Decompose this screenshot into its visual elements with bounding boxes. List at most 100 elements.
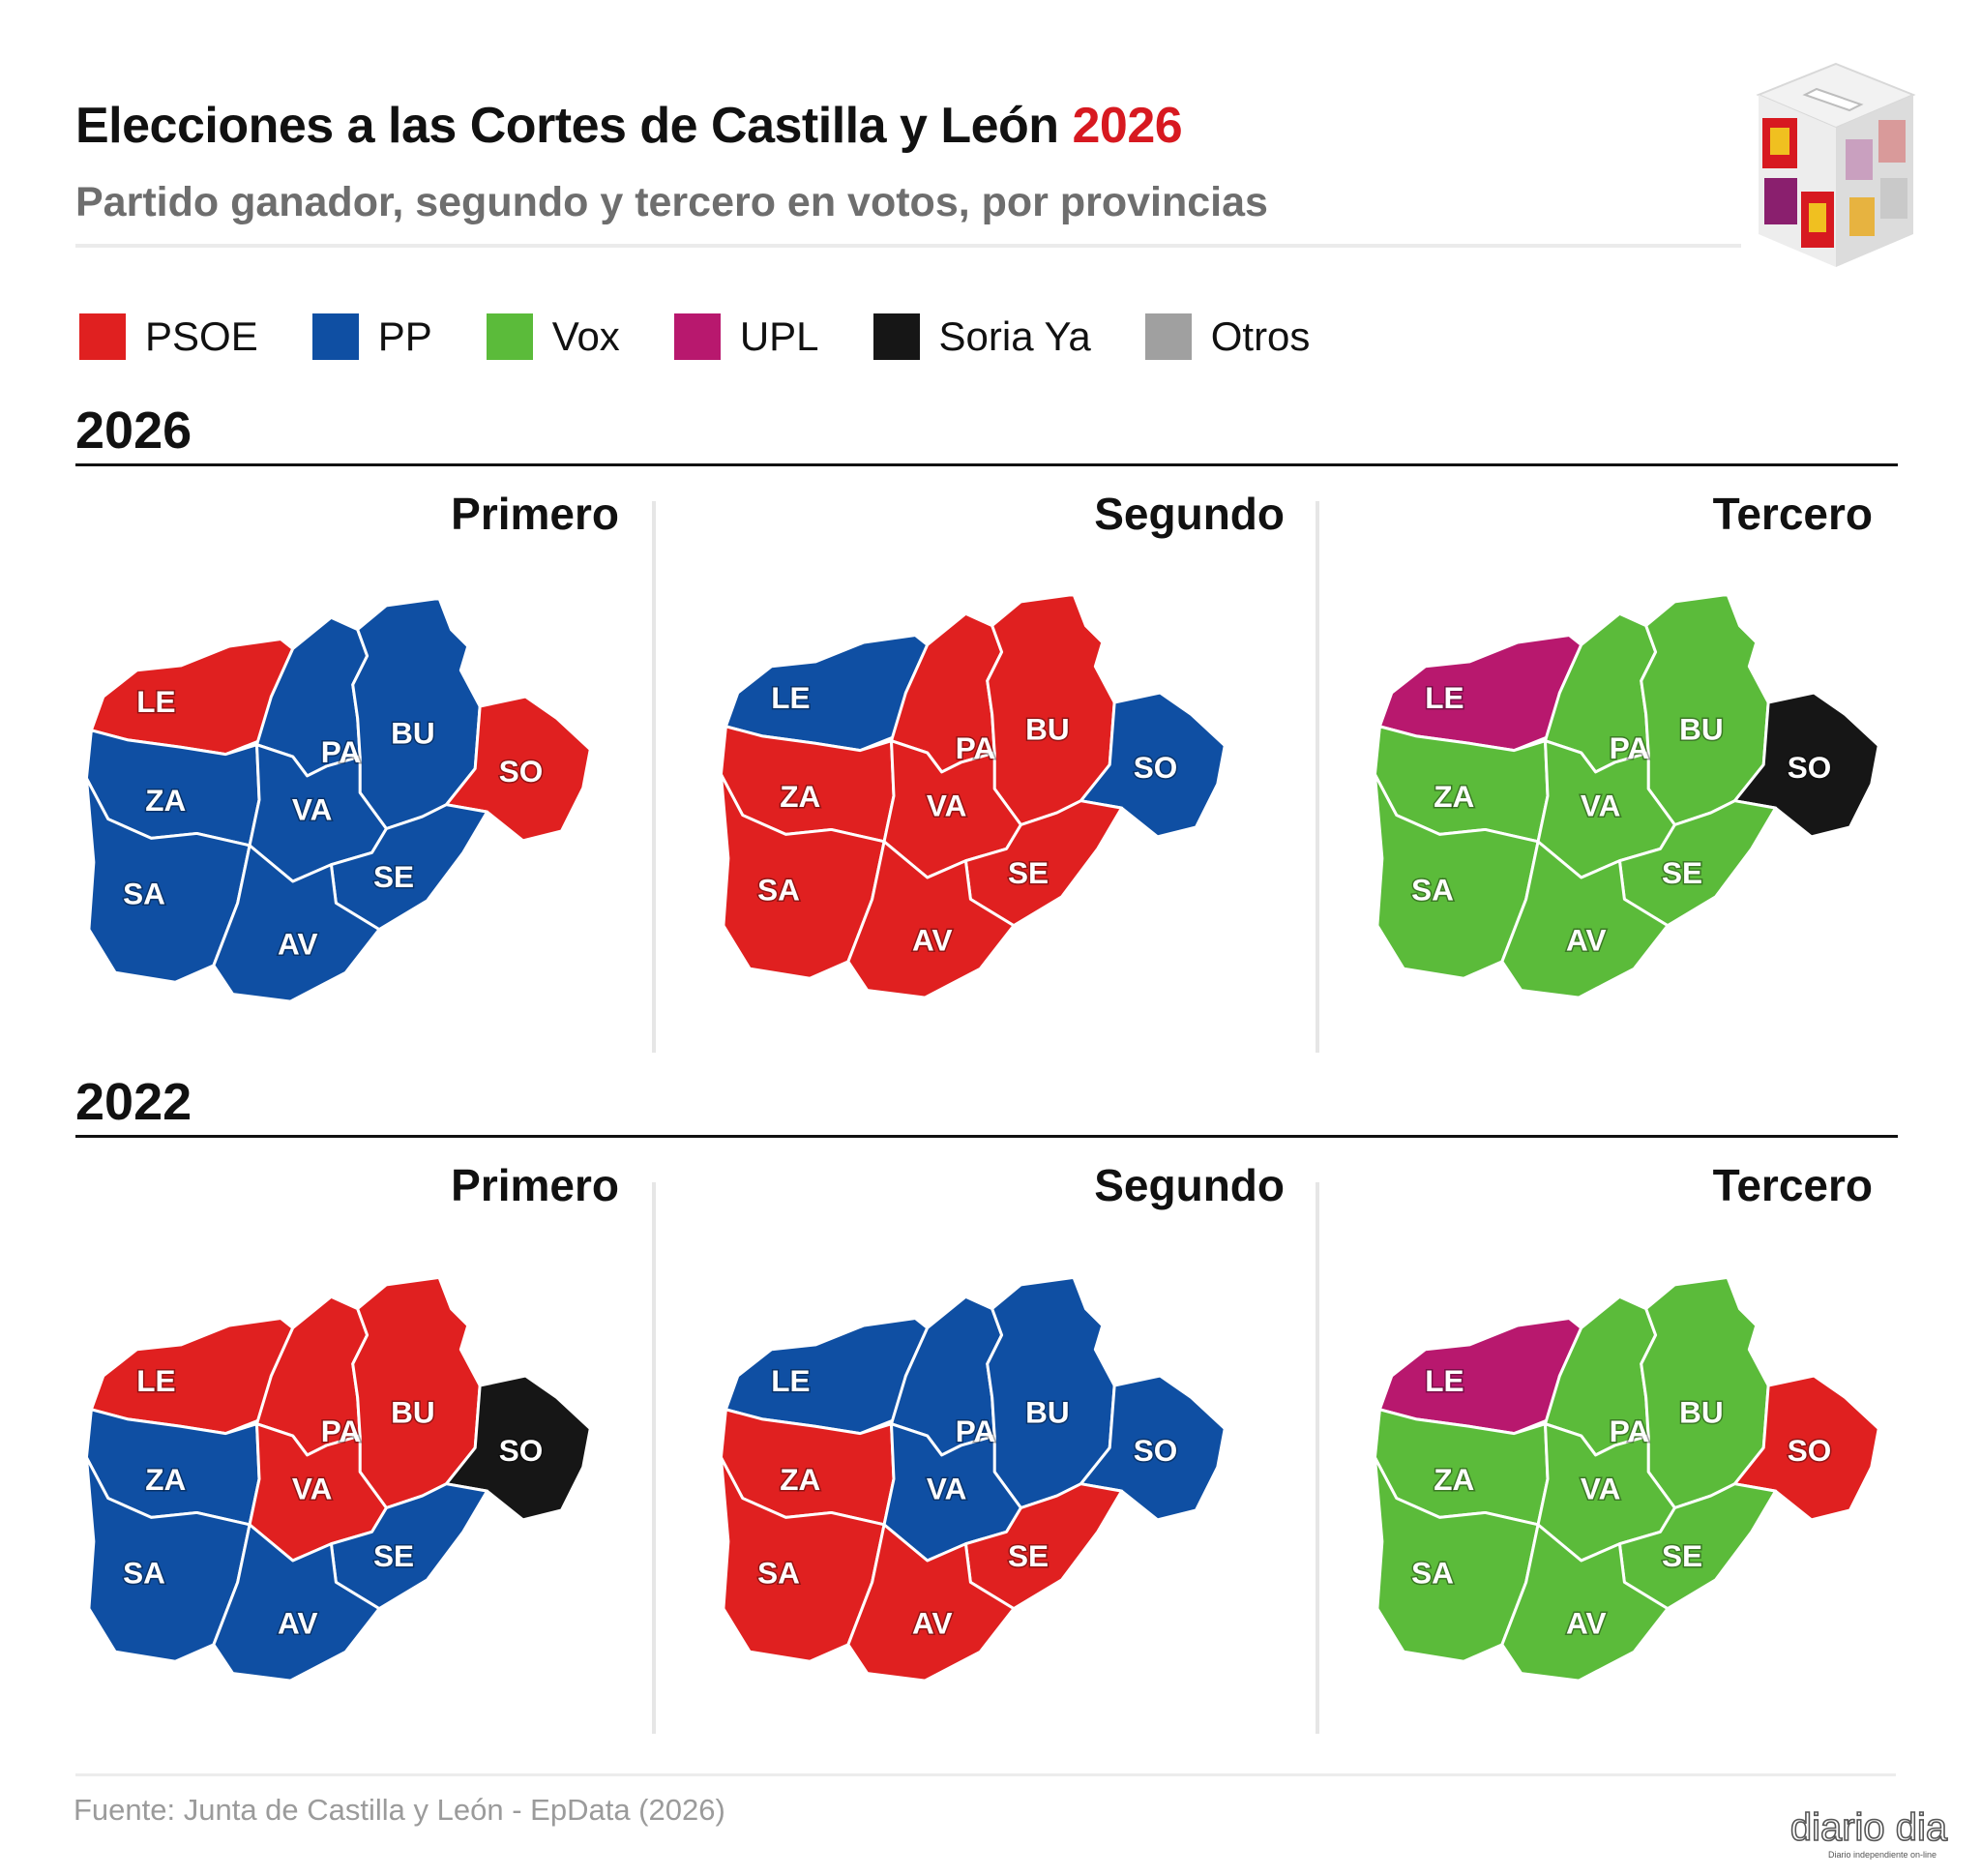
province-label-sa: SA [1411, 1556, 1454, 1591]
legend-item-upl: UPL [673, 313, 819, 360]
province-label-av: AV [912, 923, 952, 958]
legend-swatch [1144, 313, 1192, 360]
province-label-pa: PA [321, 1414, 361, 1448]
province-label-so: SO [1134, 1433, 1178, 1468]
province-label-so: SO [499, 754, 544, 789]
province-label-pa: PA [1610, 730, 1649, 765]
province-label-av: AV [1566, 1606, 1606, 1641]
map-group: LE PA BU ZA VA SO SA SE AV [719, 592, 1227, 998]
province-label-so: SO [1134, 750, 1178, 785]
province-so [1079, 1374, 1227, 1522]
province-label-se: SE [1008, 1538, 1049, 1573]
legend-swatch [79, 313, 126, 360]
column-divider [652, 501, 656, 1053]
footer-divider [75, 1773, 1896, 1776]
panel-title: Tercero [1712, 489, 1873, 539]
province-map: LE PA BU ZA VA SO SA SE AV [719, 592, 1227, 998]
province-label-sa: SA [1411, 873, 1454, 908]
section-year-2026: 2026 [75, 402, 192, 460]
province-label-av: AV [278, 1606, 317, 1641]
province-label-le: LE [136, 1363, 175, 1398]
panel-title: Segundo [1094, 489, 1285, 539]
legend-label: PSOE [145, 313, 258, 359]
province-label-za: ZA [1434, 779, 1474, 814]
brand-name: diario dia [1790, 1807, 1948, 1849]
province-label-sa: SA [123, 877, 165, 911]
chart-title: Elecciones a las Cortes de Castilla y Le… [75, 97, 1183, 155]
province-label-av: AV [1566, 923, 1606, 958]
province-label-se: SE [1008, 855, 1049, 890]
province-label-za: ZA [780, 1462, 820, 1497]
column-divider [652, 1182, 656, 1734]
province-label-av: AV [278, 927, 317, 962]
province-label-le: LE [771, 680, 810, 715]
map-group: LE PA BU ZA VA SO SA SE AV [719, 1275, 1227, 1682]
province-label-va: VA [927, 789, 966, 823]
legend-label: PP [377, 313, 432, 359]
province-label-so: SO [499, 1433, 544, 1468]
map-group: LE PA BU ZA VA SO SA SE AV [1373, 592, 1880, 998]
province-map: LE PA BU ZA VA SO SA SE AV [719, 1275, 1227, 1682]
province-label-se: SE [1662, 855, 1702, 890]
province-se [963, 1482, 1124, 1611]
province-label-le: LE [771, 1363, 810, 1398]
province-av [212, 844, 381, 1002]
legend-label: Soria Ya [938, 313, 1091, 359]
province-label-va: VA [292, 792, 332, 827]
legend-swatch [311, 313, 359, 360]
legend-label: Otros [1210, 313, 1311, 359]
province-label-va: VA [927, 1472, 966, 1506]
province-so [1732, 691, 1880, 839]
province-se [1617, 1482, 1778, 1611]
province-so [1732, 1374, 1880, 1522]
legend-swatch [872, 313, 920, 360]
province-label-va: VA [1581, 789, 1620, 823]
province-label-sa: SA [757, 1556, 800, 1591]
province-av [212, 1523, 381, 1682]
legend-item-vox: Vox [486, 313, 620, 360]
province-label-sa: SA [123, 1556, 165, 1591]
header-divider [75, 244, 1741, 248]
province-label-sa: SA [757, 873, 800, 908]
legend-label: Vox [551, 313, 620, 359]
map-group: LE PA BU ZA VA SO SA SE AV [84, 596, 592, 1002]
legend-item-pp: PP [311, 313, 432, 360]
province-label-bu: BU [1025, 1394, 1070, 1429]
province-label-pa: PA [321, 734, 361, 769]
province-label-za: ZA [1434, 1462, 1474, 1497]
province-se [329, 803, 489, 932]
province-label-bu: BU [1679, 1394, 1724, 1429]
province-label-bu: BU [1679, 711, 1724, 746]
column-divider [1316, 501, 1319, 1053]
legend-swatch [486, 313, 533, 360]
province-label-za: ZA [780, 779, 820, 814]
panel-title: Tercero [1712, 1160, 1873, 1210]
province-map: LE PA BU ZA VA SO SA SE AV [84, 1275, 592, 1682]
province-label-pa: PA [956, 730, 995, 765]
province-label-pa: PA [1610, 1414, 1649, 1448]
section-year-2022: 2022 [75, 1073, 192, 1131]
section-rule [75, 463, 1898, 466]
province-label-le: LE [136, 684, 175, 719]
province-av [846, 840, 1016, 998]
province-label-za: ZA [145, 1462, 186, 1497]
province-se [963, 799, 1124, 928]
map-group: LE PA BU ZA VA SO SA SE AV [84, 1275, 592, 1682]
province-map: LE PA BU ZA VA SO SA SE AV [1373, 592, 1880, 998]
source-note: Fuente: Junta de Castilla y León - EpDat… [74, 1793, 725, 1827]
province-label-av: AV [912, 1606, 952, 1641]
panel-title: Segundo [1094, 1160, 1285, 1210]
province-label-za: ZA [145, 783, 186, 818]
brand-logo: diario dia Diario independiente on-line [1789, 1807, 1949, 1860]
province-map: LE PA BU ZA VA SO SA SE AV [84, 596, 592, 1002]
province-label-se: SE [1662, 1538, 1702, 1573]
legend-item-otros: Otros [1144, 313, 1311, 360]
province-label-bu: BU [391, 715, 435, 750]
legend-item-soria-ya: Soria Ya [872, 313, 1091, 360]
section-rule [75, 1135, 1898, 1138]
province-av [1500, 1523, 1670, 1682]
province-label-se: SE [373, 859, 414, 894]
province-label-le: LE [1425, 1363, 1464, 1398]
province-label-se: SE [373, 1538, 414, 1573]
province-label-bu: BU [1025, 711, 1070, 746]
